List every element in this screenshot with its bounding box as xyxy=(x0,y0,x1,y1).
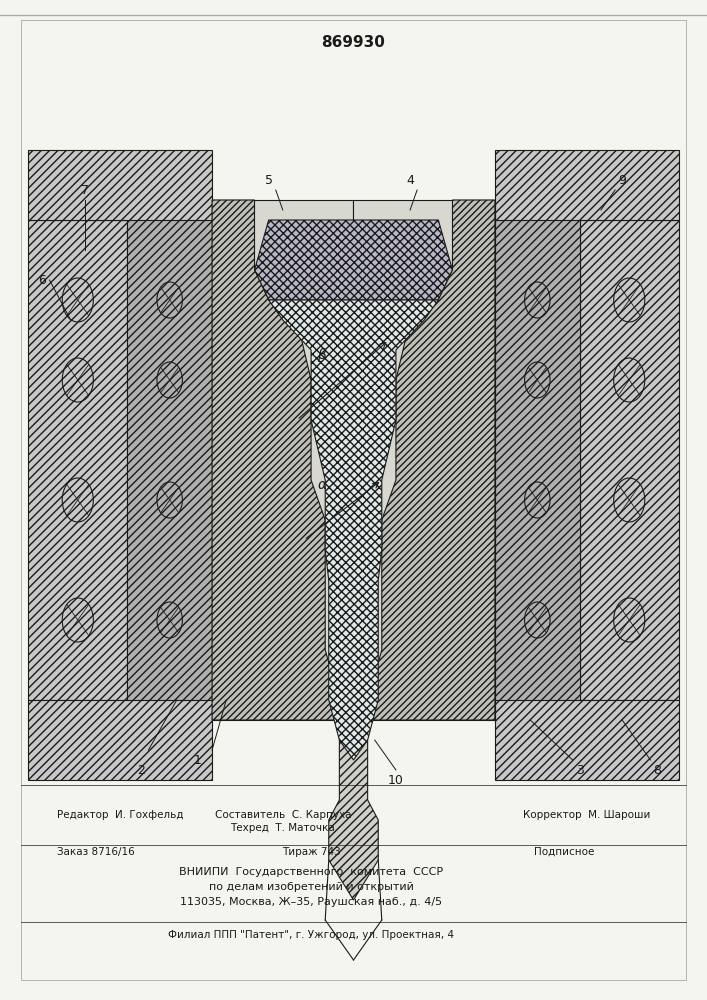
Text: 6: 6 xyxy=(38,273,47,286)
Polygon shape xyxy=(495,700,679,780)
Polygon shape xyxy=(28,700,212,780)
Polygon shape xyxy=(495,150,679,220)
Polygon shape xyxy=(580,220,679,700)
Text: α: α xyxy=(317,478,326,492)
Text: ВНИИПИ  Государственного  комитета  СССР: ВНИИПИ Государственного комитета СССР xyxy=(179,867,443,877)
Text: Техред  Т. Маточка: Техред Т. Маточка xyxy=(230,823,335,833)
Polygon shape xyxy=(354,200,495,720)
Text: 7: 7 xyxy=(81,184,89,196)
Text: Редактор  И. Гохфельд: Редактор И. Гохфельд xyxy=(57,810,183,820)
Polygon shape xyxy=(212,200,354,720)
Text: 1: 1 xyxy=(194,754,202,766)
Polygon shape xyxy=(329,740,378,900)
Text: Заказ 8716/16: Заказ 8716/16 xyxy=(57,847,134,857)
Polygon shape xyxy=(28,150,212,220)
Text: Филиал ППП "Патент", г. Ужгород, ул. Проектная, 4: Филиал ППП "Патент", г. Ужгород, ул. Про… xyxy=(168,930,454,940)
Text: 113035, Москва, Ж–35, Раушская наб., д. 4/5: 113035, Москва, Ж–35, Раушская наб., д. … xyxy=(180,897,442,907)
Text: Составитель  С. Карпуха: Составитель С. Карпуха xyxy=(214,810,351,820)
Text: Подписное: Подписное xyxy=(534,847,594,857)
Text: 10: 10 xyxy=(388,774,404,786)
Text: 3: 3 xyxy=(575,764,584,776)
Polygon shape xyxy=(28,220,127,700)
Text: 2: 2 xyxy=(137,764,146,776)
Polygon shape xyxy=(212,200,354,720)
Text: 4: 4 xyxy=(406,174,414,186)
Text: 5: 5 xyxy=(264,174,273,186)
Text: β: β xyxy=(317,348,326,362)
Text: 869930: 869930 xyxy=(322,35,385,50)
Polygon shape xyxy=(255,220,452,300)
Polygon shape xyxy=(354,200,495,720)
Text: по делам изобретений и открытий: по делам изобретений и открытий xyxy=(209,882,414,892)
Polygon shape xyxy=(269,300,438,760)
Text: Тираж 743: Тираж 743 xyxy=(281,847,341,857)
Polygon shape xyxy=(495,200,580,720)
Text: 9: 9 xyxy=(618,174,626,186)
Polygon shape xyxy=(127,200,212,720)
Text: Корректор  М. Шароши: Корректор М. Шароши xyxy=(523,810,650,820)
Text: 8: 8 xyxy=(653,764,662,776)
